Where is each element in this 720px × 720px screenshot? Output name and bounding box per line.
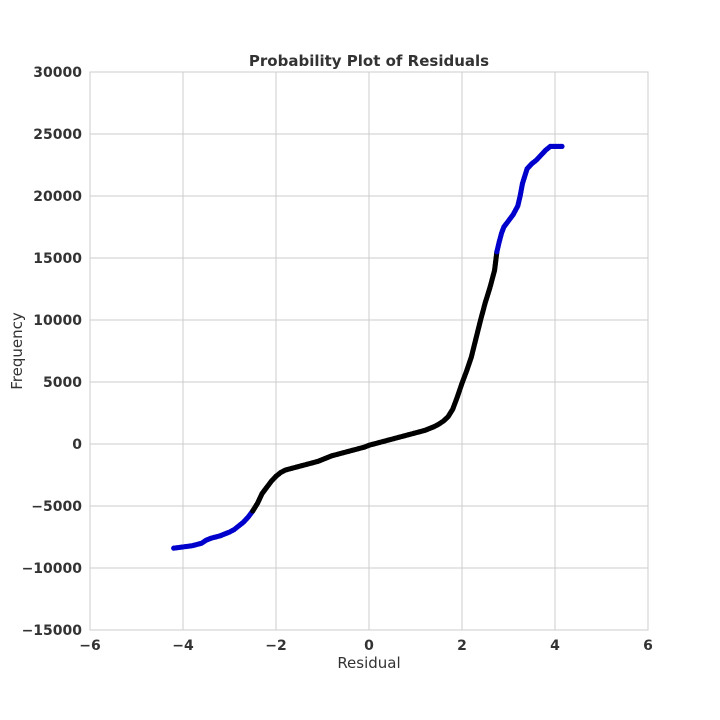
y-tick-label: 5000 [43,375,82,391]
y-tick-label: 0 [72,437,82,453]
y-tick-label: 30000 [33,65,82,81]
plot-frame [89,71,649,631]
x-tick-label: 0 [364,638,374,654]
x-tick-label: 6 [643,638,653,654]
x-tick-label: 2 [457,638,467,654]
scatter-points [171,143,565,551]
x-tick-label: −6 [79,638,100,654]
y-tick-label: −10000 [22,561,83,577]
x-tick-label: 4 [550,638,560,654]
chart-title: Probability Plot of Residuals [249,52,489,70]
y-tick-label: 25000 [33,127,82,143]
series-1 [250,249,500,514]
data-point [559,143,565,149]
y-tick-labels: −15000 −10000 −5000 0 5000 10000 15000 20000 250… [22,65,83,639]
y-tick-label: −15000 [22,623,83,639]
y-tick-label: 10000 [33,313,82,329]
x-tick-label: −2 [265,638,286,654]
x-axis-label: Residual [337,654,400,672]
y-tick-label: 20000 [33,189,82,205]
series-2 [494,143,565,255]
x-tick-labels: −6 −4 −2 0 2 4 6 [79,638,653,654]
y-axis-label: Frequency [8,312,26,390]
series-0 [171,508,256,551]
x-tick-label: −4 [172,638,194,654]
y-tick-label: 15000 [33,251,82,267]
y-tick-label: −5000 [31,499,82,515]
